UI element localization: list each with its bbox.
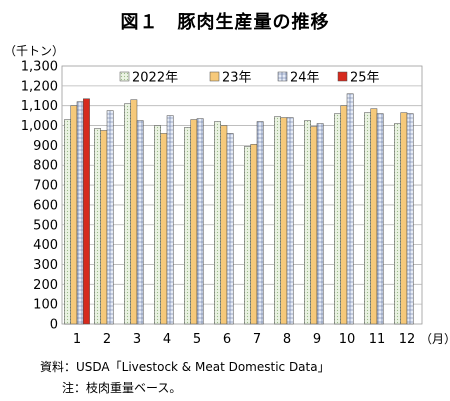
legend-swatch xyxy=(277,71,288,82)
bar-24年-4 xyxy=(166,115,174,325)
x-tick-label: 8 xyxy=(283,332,291,347)
bar-23年-11 xyxy=(370,108,378,325)
y-tick-label: 1,300 xyxy=(21,60,58,75)
y-tick-label: 700 xyxy=(33,179,58,194)
bar-2022年-9 xyxy=(304,120,311,325)
bar-23年-9 xyxy=(310,126,318,325)
y-tick-label: 0 xyxy=(50,318,58,333)
legend-label: 23年 xyxy=(222,71,252,86)
bar-23年-10 xyxy=(340,105,348,325)
x-tick-label: 9 xyxy=(313,332,321,347)
bar-24年-2 xyxy=(106,110,114,325)
bar-24年-5 xyxy=(196,118,204,325)
y-tick-label: 100 xyxy=(33,298,58,313)
y-tick-label: 600 xyxy=(33,198,58,213)
bar-2022年-5 xyxy=(184,127,191,325)
bar-2022年-8 xyxy=(274,116,281,325)
bars xyxy=(64,93,414,325)
y-tick-label: 1,100 xyxy=(21,99,58,114)
y-tick-label: 800 xyxy=(33,159,58,174)
bar-2022年-6 xyxy=(214,121,221,325)
y-tick-label: 200 xyxy=(33,278,58,293)
bar-24年-10 xyxy=(346,93,354,325)
bar-23年-12 xyxy=(400,112,408,325)
bar-23年-1 xyxy=(70,105,78,325)
bar-24年-7 xyxy=(256,121,264,325)
bar-2022年-11 xyxy=(364,112,371,325)
y-tick-label: 400 xyxy=(33,238,58,253)
x-axis-unit-label: （月） xyxy=(420,332,450,346)
legend-swatch xyxy=(119,71,130,82)
bar-2022年-2 xyxy=(94,128,101,325)
legend-label: 24年 xyxy=(290,71,320,86)
y-tick-label: 300 xyxy=(33,258,58,273)
bar-2022年-3 xyxy=(124,103,131,325)
legend: 2022年 23年 24年 25年 xyxy=(119,71,380,86)
bar-25年-1 xyxy=(83,98,90,325)
legend-swatch xyxy=(209,71,220,82)
legend-label: 2022年 xyxy=(132,71,178,86)
bar-2022年-10 xyxy=(334,113,341,325)
y-axis-unit-label: （千トン） xyxy=(4,44,65,58)
footnote: 注：枝肉重量ベース。 xyxy=(62,381,182,395)
x-tick-label: 6 xyxy=(223,332,231,347)
bar-23年-2 xyxy=(100,130,108,325)
bar-24年-6 xyxy=(226,133,234,325)
bar-23年-5 xyxy=(190,119,198,325)
x-tick-label: 12 xyxy=(399,332,416,347)
x-tick-label: 11 xyxy=(369,332,386,347)
bar-2022年-7 xyxy=(244,146,251,325)
bar-23年-6 xyxy=(220,125,228,325)
bar-23年-7 xyxy=(250,144,258,325)
y-tick-label: 900 xyxy=(33,139,58,154)
axes: 0 100 200 300 400 500 600 700 800 900 1,000 1,100 1,… xyxy=(21,60,415,348)
bar-2022年-4 xyxy=(154,125,161,325)
legend-swatch xyxy=(337,71,348,82)
bar-24年-11 xyxy=(376,113,384,325)
y-tick-label: 1,000 xyxy=(21,119,58,134)
legend-label: 25年 xyxy=(350,71,380,86)
bar-24年-9 xyxy=(316,123,324,325)
chart-title: 図１ 豚肉生産量の推移 xyxy=(120,12,330,33)
x-tick-label: 3 xyxy=(133,332,141,347)
y-tick-label: 1,200 xyxy=(21,79,58,94)
bar-24年-8 xyxy=(286,117,294,325)
grid-lines xyxy=(61,65,423,325)
bar-24年-3 xyxy=(136,120,144,325)
x-tick-label: 4 xyxy=(163,332,171,347)
bar-23年-4 xyxy=(160,133,168,325)
x-tick-label: 7 xyxy=(253,332,261,347)
bar-24年-1 xyxy=(76,101,84,325)
bar-2022年-12 xyxy=(394,123,401,325)
y-tick-label: 500 xyxy=(33,218,58,233)
plot-frame xyxy=(61,65,423,325)
x-tick-label: 2 xyxy=(103,332,111,347)
source-note: 資料：USDA「Livestock & Meat Domestic Data」 xyxy=(40,360,330,374)
x-tick-label: 10 xyxy=(339,332,356,347)
x-tick-label: 5 xyxy=(193,332,201,347)
bar-24年-12 xyxy=(406,113,414,325)
bar-23年-3 xyxy=(130,99,138,325)
bar-2022年-1 xyxy=(64,119,71,325)
bar-23年-8 xyxy=(280,117,288,325)
x-tick-label: 1 xyxy=(73,332,81,347)
